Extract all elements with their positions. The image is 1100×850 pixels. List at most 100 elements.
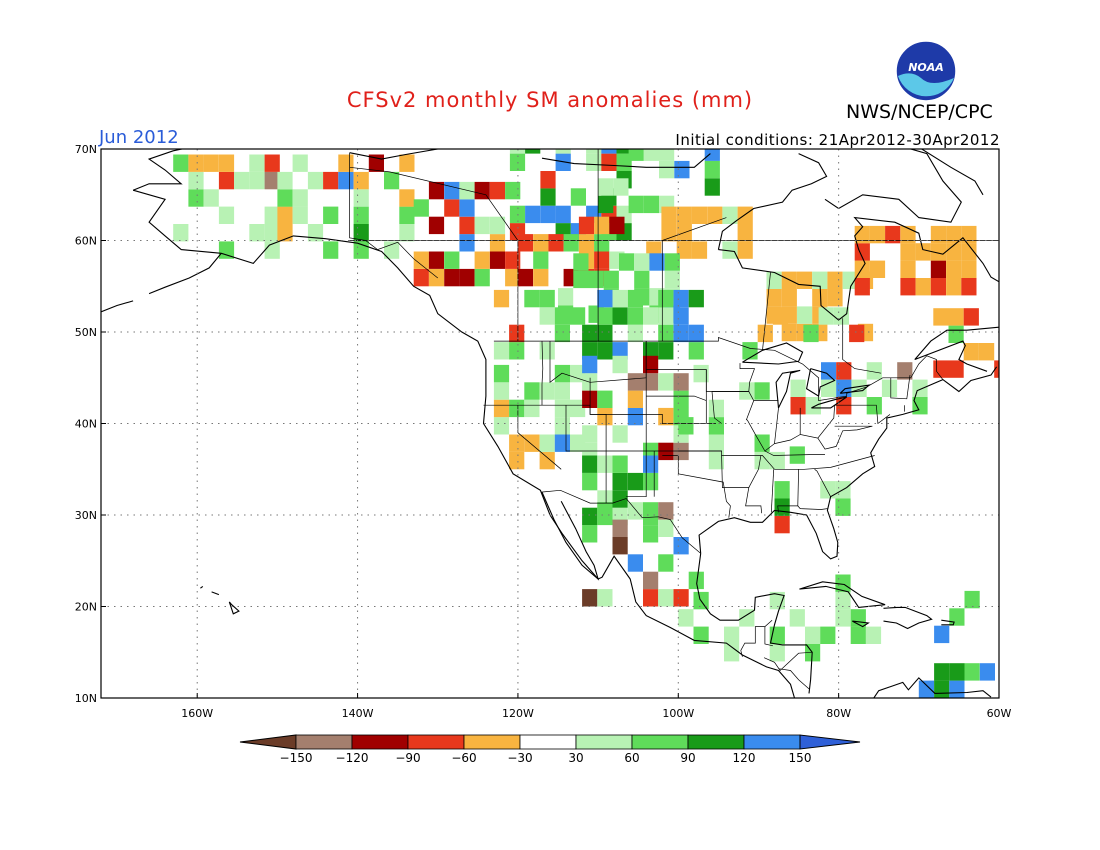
- coast-line: [1005, 318, 1058, 362]
- anomaly-cell: [582, 589, 598, 607]
- anomaly-cell: [555, 149, 571, 154]
- anomaly-cell: [812, 289, 828, 307]
- colorbar-swatch: [575, 734, 633, 750]
- anomaly-cell: [444, 268, 460, 287]
- anomaly-cell: [249, 154, 265, 172]
- coast-line: [541, 341, 544, 406]
- anomaly-cell: [218, 154, 235, 172]
- anomaly-cell: [474, 268, 490, 287]
- anomaly-cell: [673, 289, 689, 308]
- anomaly-cell: [353, 206, 369, 224]
- coast-line: [775, 369, 801, 409]
- anomaly-cell: [820, 481, 836, 499]
- anomaly-cell: [979, 343, 995, 361]
- anomaly-cell: [934, 625, 950, 644]
- anomaly-cell: [509, 149, 526, 154]
- anomaly-cell: [742, 342, 758, 360]
- colorbar-label: −120: [336, 751, 369, 765]
- anomaly-cell: [643, 472, 659, 491]
- coast-line: [349, 149, 446, 160]
- anomaly-cell: [539, 434, 555, 452]
- anomaly-cell: [737, 206, 753, 224]
- anomaly-cell: [628, 195, 644, 214]
- colorbar-swatch: [519, 734, 577, 750]
- anomaly-cell: [821, 379, 837, 397]
- anomaly-cell: [946, 260, 962, 278]
- anomaly-cell: [949, 680, 965, 698]
- anomaly-cell: [704, 149, 720, 161]
- anomaly-cell: [704, 160, 720, 179]
- anomaly-cell: [693, 626, 709, 644]
- anomaly-cell: [851, 379, 867, 397]
- coast-line: [883, 606, 933, 630]
- anomaly-cell: [601, 149, 617, 154]
- anomaly-cell: [459, 216, 475, 235]
- colorbar-swatch: [463, 734, 521, 750]
- anomaly-cell: [850, 626, 866, 644]
- anomaly-cell: [912, 379, 928, 397]
- anomaly-cell: [933, 360, 949, 378]
- coast-line: [721, 455, 763, 514]
- anomaly-cell: [489, 234, 506, 252]
- anomaly-cell: [203, 154, 219, 172]
- anomaly-cell: [691, 206, 708, 224]
- anomaly-cell: [643, 525, 659, 543]
- anomaly-cell: [594, 234, 610, 252]
- coast-line: [717, 153, 828, 250]
- anomaly-cell: [708, 399, 724, 418]
- coast-line: [541, 153, 711, 168]
- coast-line: [589, 377, 607, 504]
- anomaly-cell: [781, 289, 797, 307]
- latitude-label: 40N: [75, 418, 97, 431]
- anomaly-cell: [597, 502, 613, 520]
- anomaly-cell: [673, 324, 689, 343]
- anomaly-cell: [554, 307, 570, 325]
- anomaly-cell: [691, 241, 708, 259]
- anomaly-cell: [277, 206, 293, 224]
- coast-line: [763, 651, 813, 672]
- anomaly-cell: [835, 591, 851, 610]
- anomaly-cell: [493, 289, 510, 308]
- anomaly-cell: [661, 224, 677, 242]
- anomaly-cell: [724, 626, 740, 644]
- anomaly-cell: [588, 270, 604, 289]
- anomaly-cell: [805, 626, 821, 644]
- anomaly-cell: [509, 324, 525, 343]
- anomaly-cell: [708, 451, 724, 470]
- anomaly-cell: [628, 149, 644, 161]
- anomaly-cell: [812, 271, 828, 289]
- anomaly-cell: [586, 149, 602, 154]
- anomaly-cell: [489, 181, 506, 200]
- anomaly-cell: [509, 342, 525, 360]
- anomaly-cell: [493, 342, 510, 360]
- anomaly-cell: [688, 571, 704, 590]
- latitude-label: 10N: [75, 692, 97, 705]
- colorbar-swatch: [351, 734, 409, 750]
- anomaly-cell: [797, 306, 813, 324]
- anomaly-cell: [643, 571, 659, 590]
- coast-line: [200, 585, 204, 589]
- anomaly-cell: [601, 153, 617, 171]
- anomaly-cell: [539, 289, 555, 308]
- anomaly-cell: [869, 225, 886, 244]
- anomaly-cell: [820, 626, 836, 644]
- anomaly-cell: [277, 189, 293, 207]
- anomaly-cell: [264, 171, 280, 190]
- anomaly-cell: [509, 451, 525, 470]
- anomaly-cell: [505, 251, 521, 269]
- colorbar-swatch: [687, 734, 745, 750]
- anomaly-cell: [612, 519, 628, 537]
- anomaly-cell: [963, 343, 979, 361]
- anomaly-cell: [946, 243, 962, 261]
- coast-line: [148, 252, 222, 295]
- anomaly-cell: [277, 171, 293, 190]
- anomaly-cell: [384, 171, 400, 190]
- anomaly-cell: [570, 399, 586, 418]
- anomaly-cell: [961, 260, 977, 278]
- anomaly-cell: [619, 253, 635, 271]
- coast-line: [799, 581, 886, 608]
- anomaly-cell: [866, 397, 882, 415]
- anomaly-cell: [673, 373, 689, 391]
- anomaly-cell: [827, 289, 843, 307]
- anomaly-cell: [459, 234, 475, 252]
